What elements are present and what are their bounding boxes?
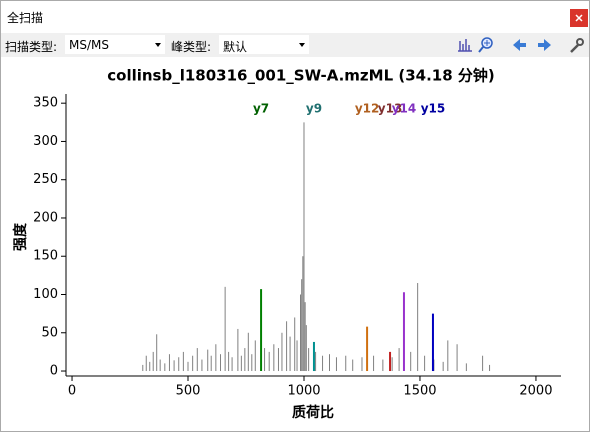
- peak-label: y15: [421, 102, 446, 116]
- y-tick-label: 0: [50, 364, 58, 379]
- scan-type-label: 扫描类型:: [5, 40, 58, 54]
- peak-type-dropdown[interactable]: 默认: [219, 35, 309, 54]
- y-tick-label: 200: [33, 210, 58, 225]
- x-tick-label: 1500: [403, 384, 436, 399]
- peak-label: y7: [253, 102, 269, 116]
- back-icon[interactable]: [513, 39, 526, 51]
- zoom-icon[interactable]: [478, 37, 493, 53]
- forward-icon[interactable]: [538, 39, 551, 51]
- settings-icon[interactable]: [570, 38, 584, 53]
- y-tick-label: 100: [33, 287, 58, 302]
- y-tick-label: 50: [41, 325, 58, 340]
- chart: collinsb_l180316_001_SW-A.mzML (34.18 分钟…: [12, 67, 561, 421]
- x-tick-label: 1000: [287, 384, 320, 399]
- x-axis-label: 质荷比: [292, 404, 334, 421]
- y-tick-label: 150: [33, 249, 58, 264]
- title-bar: 全扫描: [1, 1, 589, 33]
- x-tick-label: 500: [176, 384, 201, 399]
- toolbar-icons: [458, 37, 584, 53]
- close-icon: [575, 14, 583, 22]
- peak-type-label: 峰类型:: [171, 40, 212, 54]
- y-axis-label: 强度: [12, 222, 29, 251]
- peak-type-value: 默认: [223, 40, 248, 54]
- bars-icon[interactable]: [458, 39, 472, 52]
- window-title: 全扫描: [7, 11, 44, 25]
- scan-type-value: MS/MS: [69, 38, 109, 52]
- peak-label: y13: [378, 102, 403, 116]
- close-button[interactable]: [570, 9, 588, 27]
- x-tick-label: 0: [68, 384, 76, 399]
- y-tick-label: 250: [33, 172, 58, 187]
- peak-label: y14: [392, 102, 417, 116]
- toolbar: 扫描类型: MS/MS 峰类型: 默认: [1, 33, 589, 57]
- scan-type-dropdown[interactable]: MS/MS: [65, 35, 165, 54]
- peak-label: y9: [306, 102, 322, 116]
- x-tick-label: 2000: [519, 384, 552, 399]
- peak-label: y12: [355, 102, 380, 116]
- chart-title: collinsb_l180316_001_SW-A.mzML (34.18 分钟…: [107, 67, 494, 85]
- y-tick-label: 350: [33, 96, 58, 111]
- y-tick-label: 300: [33, 134, 58, 149]
